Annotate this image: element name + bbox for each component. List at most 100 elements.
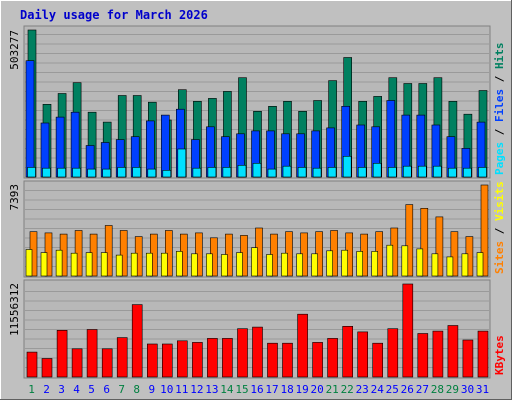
x-axis-labels: 1 2 3 4 5 6 7 8 9 10 11 12 13 14 15 16 17 18 19 20 21 22 23 24 2… bbox=[28, 383, 489, 396]
kbytes-bar bbox=[237, 328, 248, 378]
kbytes-bar bbox=[207, 338, 218, 378]
kbytes-bar bbox=[447, 325, 459, 378]
visits-bar bbox=[25, 249, 33, 277]
visits-bar bbox=[356, 251, 364, 277]
pages-bar bbox=[342, 156, 352, 178]
x-tick-label: 25 bbox=[386, 383, 399, 396]
legend-entry: Visits bbox=[493, 181, 506, 227]
kbytes-bar bbox=[56, 329, 68, 378]
kbytes-bar bbox=[101, 348, 113, 378]
x-tick-label: 28 bbox=[431, 383, 444, 396]
x-tick-label: 11 bbox=[175, 383, 188, 396]
legend-entry: / bbox=[493, 227, 506, 241]
x-tick-label: 6 bbox=[103, 383, 110, 396]
visits-bar bbox=[281, 252, 288, 277]
pages-bar bbox=[372, 163, 382, 178]
files-bar bbox=[161, 114, 170, 178]
top-ymax-label: 503277 bbox=[8, 30, 21, 70]
pages-bar bbox=[433, 165, 442, 178]
pages-bar bbox=[237, 165, 247, 178]
x-tick-label: 27 bbox=[416, 383, 429, 396]
files-bar bbox=[70, 111, 80, 178]
kbytes-bar bbox=[432, 330, 444, 378]
pages-bar bbox=[162, 170, 172, 178]
files-bar bbox=[146, 120, 155, 178]
x-tick-label: 31 bbox=[476, 383, 489, 396]
kbytes-bar bbox=[282, 342, 293, 378]
pages-bar bbox=[222, 167, 232, 178]
sites-bar bbox=[119, 230, 128, 277]
x-tick-label: 16 bbox=[250, 383, 263, 396]
visits-bar bbox=[206, 253, 213, 277]
pages-bar bbox=[357, 167, 367, 178]
kbytes-bar bbox=[417, 333, 429, 378]
pages-bar bbox=[27, 167, 36, 178]
pages-bar bbox=[387, 167, 397, 178]
x-tick-label: 29 bbox=[446, 383, 459, 396]
pages-bar bbox=[207, 167, 217, 178]
kbytes-bar bbox=[372, 342, 384, 378]
pages-bar bbox=[417, 165, 427, 178]
top-legend: Pages / Files / Hits bbox=[493, 43, 506, 176]
visits-bar bbox=[191, 253, 198, 277]
kbytes-bar bbox=[462, 339, 474, 378]
visits-bar bbox=[341, 249, 349, 277]
sites-bar bbox=[480, 184, 489, 277]
visits-bar bbox=[70, 252, 78, 277]
visits-bar bbox=[461, 253, 469, 277]
x-tick-label: 22 bbox=[341, 383, 354, 396]
sites-bar bbox=[405, 204, 414, 277]
x-tick-label: 21 bbox=[326, 383, 339, 396]
legend-entry: / bbox=[493, 128, 506, 142]
x-tick-label: 17 bbox=[265, 383, 278, 396]
x-tick-label: 30 bbox=[461, 383, 474, 396]
legend-entry: Sites bbox=[493, 241, 506, 274]
pages-bar bbox=[87, 168, 96, 178]
kbytes-bar bbox=[252, 326, 263, 378]
x-tick-label: 9 bbox=[148, 383, 155, 396]
pages-bar bbox=[177, 148, 187, 178]
kbytes-bar bbox=[26, 351, 38, 378]
pages-bar bbox=[267, 168, 277, 178]
bot-bars bbox=[26, 283, 489, 378]
visits-bar bbox=[85, 252, 93, 277]
visits-bar bbox=[446, 256, 454, 277]
pages-bar bbox=[192, 167, 202, 178]
visits-bar bbox=[416, 248, 424, 277]
kbytes-bar bbox=[357, 331, 369, 378]
kbytes-bar bbox=[477, 330, 489, 378]
x-tick-label: 24 bbox=[371, 383, 385, 396]
visits-bar bbox=[431, 253, 439, 277]
visits-bar bbox=[311, 253, 318, 277]
visits-bar bbox=[100, 252, 108, 277]
legend-entry: Hits bbox=[493, 43, 506, 76]
pages-bar bbox=[72, 167, 81, 178]
kbytes-bar bbox=[41, 358, 53, 378]
x-tick-label: 8 bbox=[133, 383, 140, 396]
mid-legend: Sites / Visits bbox=[493, 181, 506, 274]
visits-bar bbox=[476, 252, 484, 277]
kbytes-bar bbox=[71, 348, 83, 378]
pages-bar bbox=[478, 167, 487, 178]
x-tick-label: 18 bbox=[280, 383, 293, 396]
visits-bar bbox=[386, 244, 394, 277]
sites-bar bbox=[450, 231, 459, 277]
mid-bars bbox=[25, 184, 489, 277]
pages-bar bbox=[252, 163, 262, 178]
x-tick-label: 20 bbox=[310, 383, 323, 396]
mid-ymax-label: 7393 bbox=[8, 184, 21, 211]
pages-bar bbox=[463, 167, 472, 178]
x-tick-label: 19 bbox=[295, 383, 308, 396]
visits-bar bbox=[130, 252, 138, 277]
x-tick-label: 10 bbox=[160, 383, 173, 396]
pages-bar bbox=[448, 167, 457, 178]
pages-bar bbox=[57, 167, 66, 178]
pages-bar bbox=[117, 167, 126, 178]
visits-bar bbox=[55, 249, 63, 277]
pages-bar bbox=[327, 167, 337, 178]
visits-bar bbox=[371, 251, 379, 277]
kbytes-bar bbox=[402, 283, 414, 378]
visits-bar bbox=[115, 254, 123, 277]
pages-bar bbox=[402, 165, 412, 178]
